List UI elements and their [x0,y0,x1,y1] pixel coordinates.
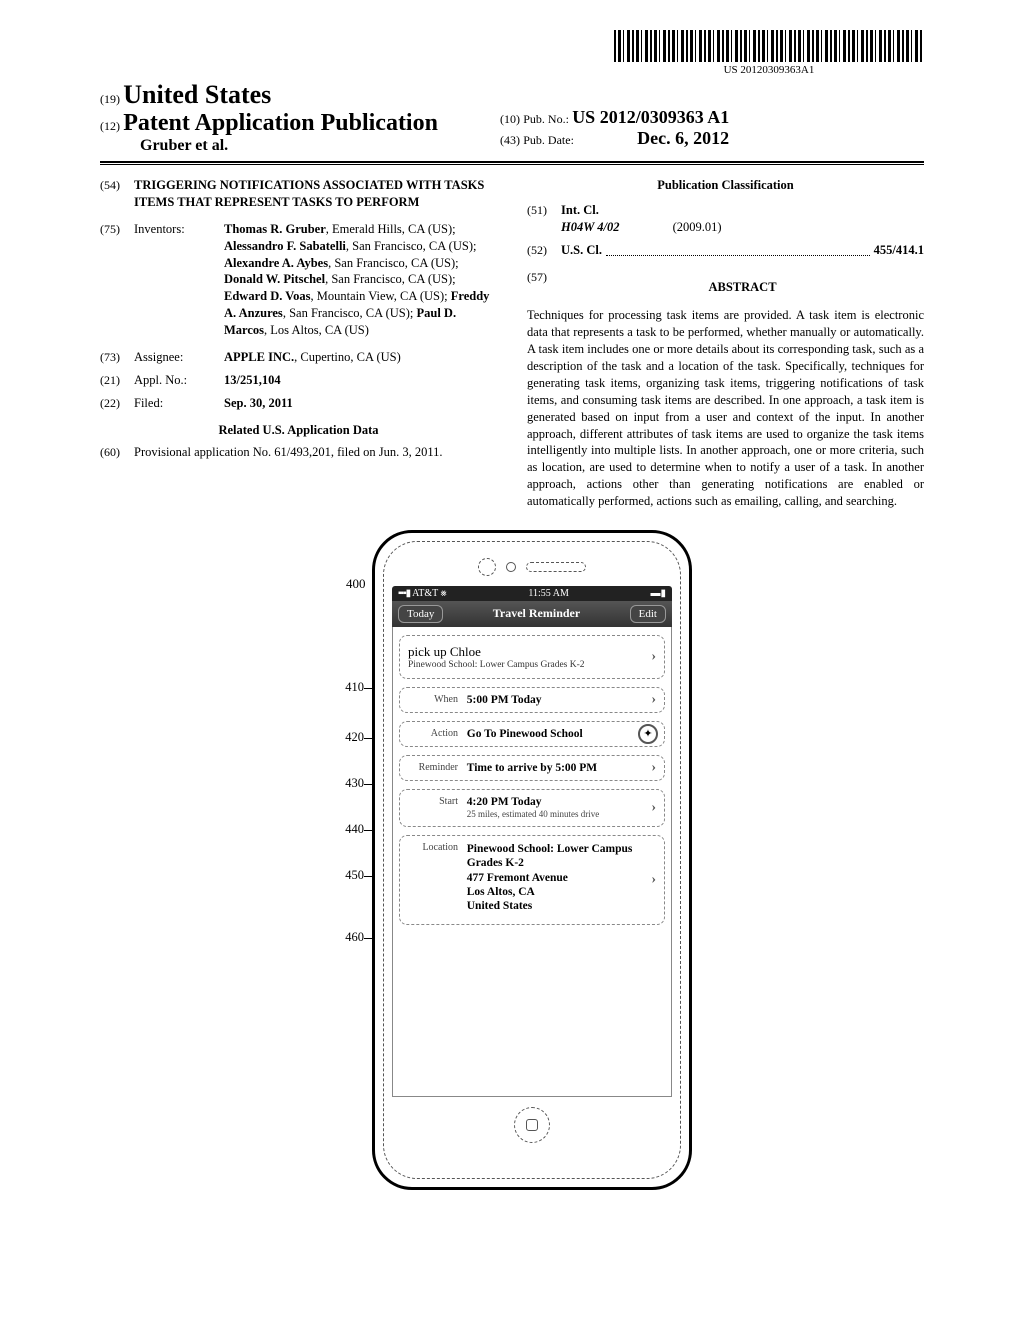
carrier-label: ▪▪▪▮ AT&T ⨳ [398,588,447,599]
left-column: (54) TRIGGERING NOTIFICATIONS ASSOCIATED… [100,177,497,510]
country: United States [123,80,271,109]
filed-value: Sep. 30, 2011 [224,395,497,412]
when-row[interactable]: When 5:00 PM Today › [399,687,665,713]
home-button[interactable] [514,1107,550,1143]
location-label: Location [408,842,464,853]
header-right: (10) Pub. No.: US 2012/0309363 A1 (43) P… [500,107,729,149]
chevron-right-icon: › [651,760,656,776]
start-label: Start [408,796,464,807]
pubno: US 2012/0309363 A1 [572,107,729,127]
figure: 400 410 420 430 440 450 460 ▪▪▪▮ AT&T ⨳ 11:55… [312,530,712,1190]
screen-body: pick up Chloe Pinewood School: Lower Cam… [392,627,672,1097]
header: (19) United States (12) Patent Applicati… [100,80,924,155]
provisional-text: Provisional application No. 61/493,201, … [134,444,497,461]
start-sub: 25 miles, estimated 40 minutes drive [467,809,599,819]
applno-value: 13/251,104 [224,372,497,389]
uscl-value: 455/414.1 [874,242,924,259]
field-19-num: (19) [100,92,120,106]
battery-icon: ▬▮ [650,588,666,599]
right-column: Publication Classification (51) Int. Cl.… [527,177,924,510]
field-73-num: (73) [100,349,134,366]
task-name: pick up Chloe [408,644,656,660]
today-button[interactable]: Today [398,605,443,623]
intcl-code: H04W 4/02 [561,220,619,234]
barcode-block: US 20120309363A1 [614,30,924,76]
field-60-num: (60) [100,444,134,461]
field-54-num: (54) [100,177,134,211]
field-22-num: (22) [100,395,134,412]
task-card[interactable]: pick up Chloe Pinewood School: Lower Cam… [399,635,665,679]
callout-430: 430 [334,776,364,791]
action-label: Action [408,728,464,739]
home-square-icon [526,1119,538,1131]
chevron-right-icon: › [651,649,656,665]
action-row[interactable]: Action Go To Pinewood School ✦ [399,721,665,747]
callout-410: 410 [334,680,364,695]
callout-440: 440 [334,822,364,837]
reminder-label: Reminder [408,762,464,773]
intcl-date: (2009.01) [673,220,722,234]
reminder-row[interactable]: Reminder Time to arrive by 5:00 PM › [399,755,665,781]
publication-type: Patent Application Publication [123,110,438,136]
phone-bezel: ▪▪▪▮ AT&T ⨳ 11:55 AM ▬▮ Today Travel Rem… [372,530,692,1190]
chevron-right-icon: › [651,800,656,816]
pubdate: Dec. 6, 2012 [637,128,729,148]
barcode-graphic [614,30,924,62]
phone-sensors [392,558,672,576]
related-data-heading: Related U.S. Application Data [100,422,497,439]
task-subtitle: Pinewood School: Lower Campus Grades K-2 [408,660,656,670]
speaker-icon [526,562,586,572]
ref-400: 400 [346,576,366,592]
when-value: 5:00 PM Today [467,694,542,706]
edit-button[interactable]: Edit [630,605,666,623]
field-21-num: (21) [100,372,134,389]
compass-icon: ✦ [638,724,658,744]
field-10-num: (10) [500,112,520,126]
assignee-value: APPLE INC., Cupertino, CA (US) [224,349,497,366]
start-row[interactable]: Start 4:20 PM Today 25 miles, estimated … [399,789,665,827]
callout-420: 420 [334,730,364,745]
field-51-num: (51) [527,202,561,236]
status-time: 11:55 AM [528,588,568,599]
screen-title: Travel Reminder [493,606,580,621]
field-57-num: (57) [527,269,561,302]
when-label: When [408,694,464,705]
inventors-list: Thomas R. Gruber, Emerald Hills, CA (US)… [224,221,497,339]
uscl-label: U.S. Cl. [561,242,602,259]
classification-heading: Publication Classification [527,177,924,194]
pubno-label: Pub. No.: [523,112,569,126]
status-bar: ▪▪▪▮ AT&T ⨳ 11:55 AM ▬▮ [392,586,672,601]
reminder-value: Time to arrive by 5:00 PM [467,762,597,774]
callout-460: 460 [334,930,364,945]
phone-inner: ▪▪▪▮ AT&T ⨳ 11:55 AM ▬▮ Today Travel Rem… [383,541,681,1179]
intcl-label: Int. Cl. [561,203,599,217]
barcode-text: US 20120309363A1 [614,64,924,76]
filed-label: Filed: [134,395,224,412]
chevron-right-icon: › [651,872,656,888]
chevron-right-icon: › [651,692,656,708]
applno-label: Appl. No.: [134,372,224,389]
abstract-heading: ABSTRACT [561,279,924,296]
pubdate-label: Pub. Date: [523,133,574,147]
rule-thin [100,164,924,165]
assignee-label: Assignee: [134,349,224,366]
abstract-body: Techniques for processing task items are… [527,307,924,510]
camera-icon [478,558,496,576]
field-43-num: (43) [500,133,520,147]
leader-dots [606,255,870,256]
location-row[interactable]: Location Pinewood School: Lower Campus G… [399,835,665,925]
proximity-icon [506,562,516,572]
field-52-num: (52) [527,242,561,258]
field-12-num: (12) [100,119,120,133]
location-value: Pinewood School: Lower Campus Grades K-2… [467,842,647,914]
biblio-columns: (54) TRIGGERING NOTIFICATIONS ASSOCIATED… [100,177,924,510]
rule-thick [100,161,924,163]
inventors-label: Inventors: [134,221,224,339]
callout-450: 450 [334,868,364,883]
nav-bar: Today Travel Reminder Edit [392,601,672,627]
invention-title: TRIGGERING NOTIFICATIONS ASSOCIATED WITH… [134,177,497,211]
field-75-num: (75) [100,221,134,339]
action-value: Go To Pinewood School [467,728,583,740]
start-value: 4:20 PM Today 25 miles, estimated 40 min… [467,796,599,820]
